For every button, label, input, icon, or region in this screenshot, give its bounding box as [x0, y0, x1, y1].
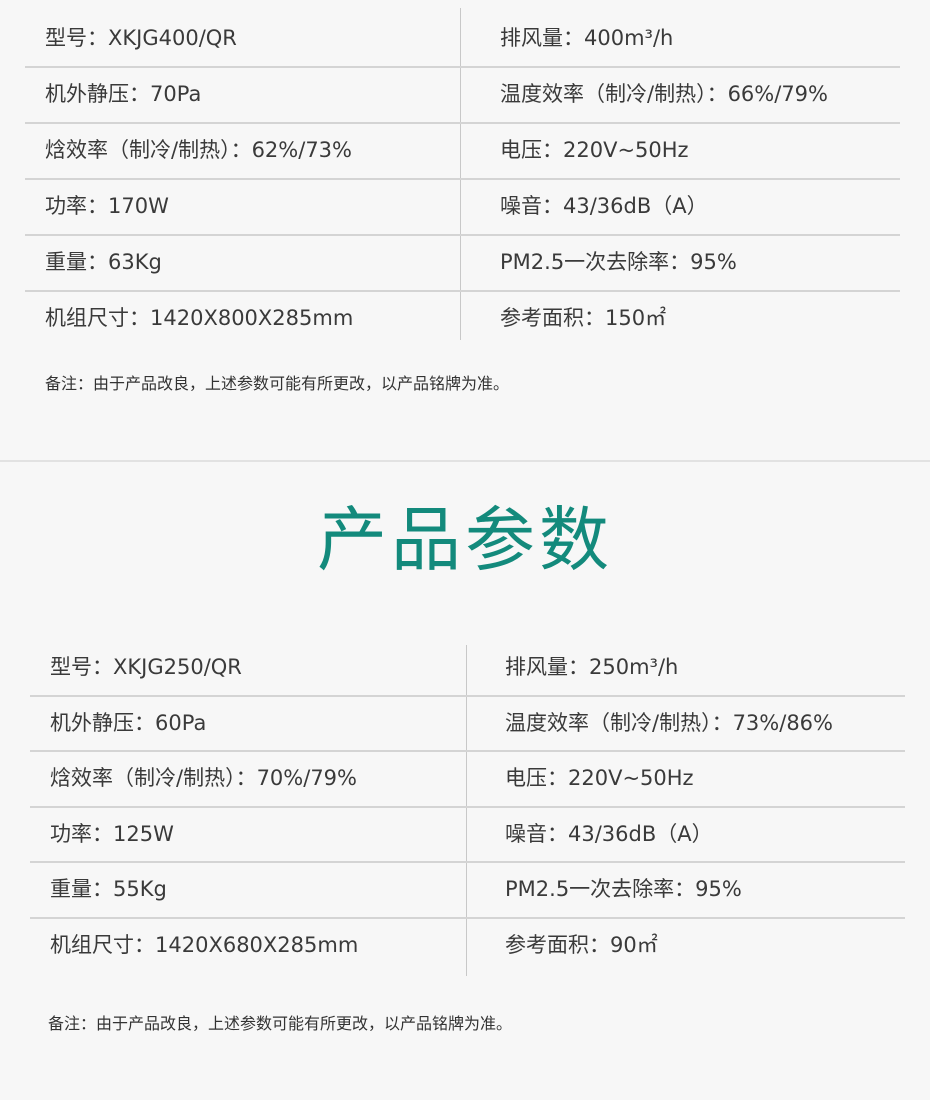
row-divider [25, 122, 900, 124]
spec-left: 型号：XKJG250/QR [50, 655, 242, 679]
spec-right: 噪音：43/36dB（A） [500, 194, 708, 218]
spec-left: 重量：63Kg [45, 250, 162, 274]
column-divider [460, 8, 461, 340]
spec-left: 型号：XKJG400/QR [45, 26, 237, 50]
spec-right: 参考面积：90㎡ [505, 932, 658, 957]
spec-left: 机组尺寸：1420X680X285mm [50, 932, 359, 957]
spec-left: 焓效率（制冷/制热）：62%/73% [45, 138, 353, 162]
spec-right: 温度效率（制冷/制热）：66%/79% [500, 82, 829, 106]
spec-right: 参考面积：150㎡ [500, 306, 667, 330]
spec-left: 功率：170W [45, 194, 169, 218]
spec-right: PM2.5一次去除率：95% [505, 877, 742, 901]
row-divider [25, 66, 900, 68]
spec-left: 功率：125W [50, 821, 174, 846]
spec-left: 机组尺寸：1420X800X285mm [45, 306, 354, 330]
spec-right: PM2.5一次去除率：95% [500, 250, 737, 274]
spec-right: 电压：220V~50Hz [505, 766, 694, 790]
row-divider [25, 234, 900, 236]
row-divider [30, 805, 905, 808]
spec-right: 噪音：43/36dB（A） [505, 821, 713, 846]
section-title: 产品参数 [317, 499, 613, 581]
row-divider [25, 178, 900, 180]
spec-left: 重量：55Kg [50, 877, 167, 901]
row-divider [30, 916, 905, 919]
spec-right: 温度效率（制冷/制热）：73%/86% [505, 710, 834, 735]
spec-right: 电压：220V~50Hz [500, 138, 689, 162]
spec-note: 备注：由于产品改良，上述参数可能有所更改，以产品铭牌为准。 [45, 374, 510, 393]
spec-right: 排风量：250m³/h [505, 655, 679, 679]
spec-right: 排风量：400m³/h [500, 26, 674, 50]
section-divider [0, 460, 930, 462]
row-divider [25, 290, 900, 292]
row-divider [30, 694, 905, 697]
spec-table-xkjg400: 型号：XKJG400/QR 排风量：400m³/h 机外静压：70Pa 温度效率（制冷… [0, 0, 930, 460]
spec-note: 备注：由于产品改良，上述参数可能有所更改，以产品铭牌为准。 [48, 1014, 513, 1033]
spec-left: 焓效率（制冷/制热）：70%/79% [50, 766, 358, 790]
row-divider [30, 750, 905, 753]
column-divider [466, 645, 467, 976]
spec-left: 机外静压：60Pa [50, 710, 207, 735]
spec-left: 机外静压：70Pa [45, 82, 202, 106]
row-divider [30, 861, 905, 864]
